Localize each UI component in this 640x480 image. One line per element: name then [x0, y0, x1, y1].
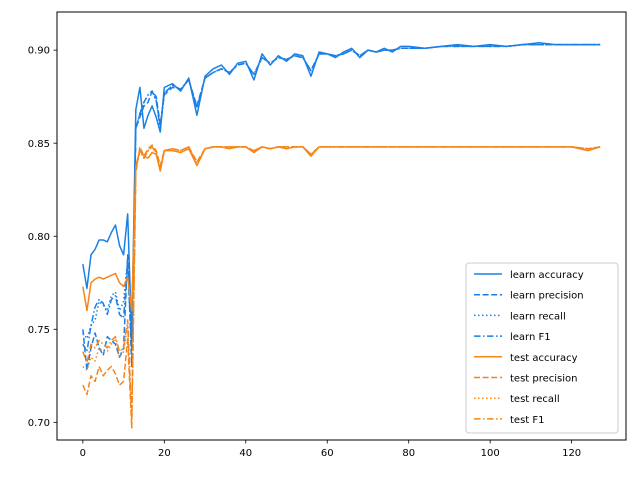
y-tick-label: 0.85	[28, 139, 50, 150]
series-line-test-f1	[82, 146, 601, 420]
legend-label: test F1	[510, 415, 545, 426]
legend: learn accuracy learn precision learn recal…	[465, 262, 619, 434]
legend-label: test precision	[510, 374, 578, 385]
x-tick-label: 0	[80, 448, 86, 459]
series-line-learn-precision	[82, 43, 601, 371]
legend-label: learn recall	[510, 311, 566, 322]
y-axis: 0.70 0.75 0.80 0.85 0.90	[28, 46, 57, 429]
legend-label: learn accuracy	[510, 270, 584, 281]
series-layer	[82, 41, 601, 429]
legend-label: learn F1	[510, 332, 551, 343]
x-tick-label: 80	[402, 448, 415, 459]
x-tick-label: 40	[239, 448, 252, 459]
y-tick-label: 0.75	[28, 325, 50, 336]
legend-label: test accuracy	[510, 353, 578, 364]
legend-box	[465, 262, 619, 434]
x-tick-label: 20	[158, 448, 171, 459]
series-line-learn-f1	[82, 43, 601, 353]
y-tick-label: 0.80	[28, 232, 50, 243]
x-tick-label: 100	[481, 448, 500, 459]
legend-label: test recall	[510, 394, 560, 405]
plot-frame	[56, 11, 627, 441]
x-tick-label: 120	[562, 448, 581, 459]
x-axis: 0 20 40 60 80 100 120	[80, 440, 581, 459]
x-tick-label: 60	[321, 448, 334, 459]
y-tick-label: 0.90	[28, 46, 50, 57]
y-tick-label: 0.70	[28, 418, 50, 429]
legend-label: learn precision	[510, 291, 584, 302]
